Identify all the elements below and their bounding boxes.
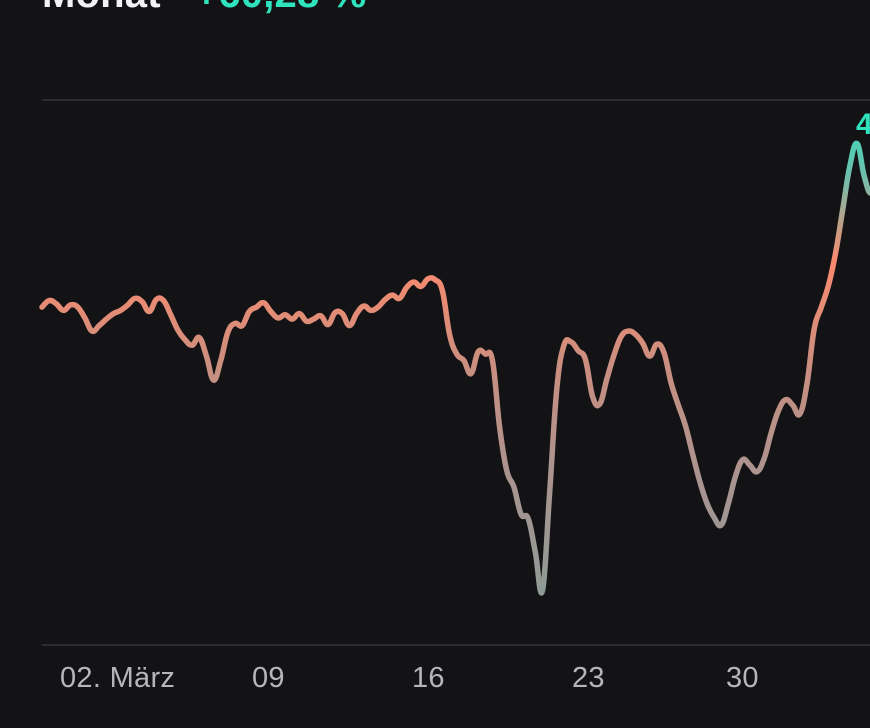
chart-x-axis: 02. März 09 16 23 30 [0,662,870,706]
series-line-kurs [39,140,870,596]
x-tick-4: 30 [726,662,759,694]
x-tick-0: 02. März [60,662,176,694]
chart-gridlines [42,99,870,646]
chart-header: Monat +60,28 % [42,0,367,17]
page-title: Monat [42,0,161,17]
x-tick-2: 16 [412,662,445,694]
x-tick-1: 09 [252,662,285,694]
performance-value: +60,28 % [195,0,367,17]
x-tick-3: 23 [572,662,605,694]
end-value-label: 4 [856,108,870,141]
